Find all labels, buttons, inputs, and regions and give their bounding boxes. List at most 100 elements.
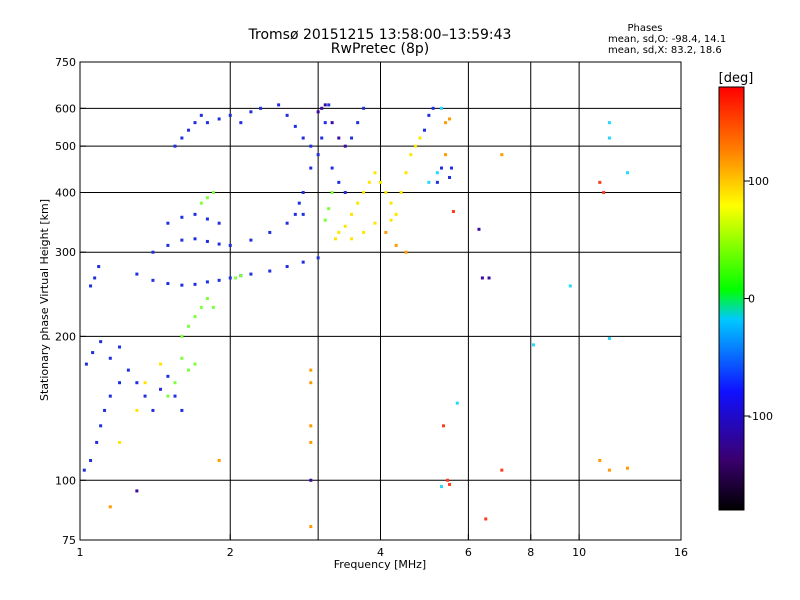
- data-point-series-0: [301, 190, 305, 194]
- data-point-series-0: [301, 212, 305, 216]
- data-point-series-4: [442, 424, 446, 428]
- data-point-series-0: [84, 362, 88, 366]
- y-tick-label: 200: [55, 330, 76, 343]
- data-point-series-0: [277, 103, 281, 107]
- data-point-series-0: [316, 256, 320, 260]
- data-point-series-0: [301, 260, 305, 264]
- data-point-series-0: [93, 276, 97, 280]
- data-point-series-0: [330, 166, 334, 170]
- data-point-series-1: [404, 171, 408, 175]
- data-point-series-0: [228, 276, 232, 280]
- y-tick-label: 750: [55, 56, 76, 69]
- data-point-series-0: [97, 265, 101, 269]
- grid-lines: [80, 62, 681, 540]
- data-point-series-0: [193, 282, 197, 286]
- data-point-series-5: [444, 153, 448, 157]
- legend-line-o: mean, sd,O: -98.4, 14.1: [608, 34, 726, 45]
- data-point-series-3: [330, 121, 334, 125]
- data-point-series-0: [108, 356, 112, 360]
- data-point-series-4: [451, 210, 455, 214]
- data-point-series-2: [180, 334, 184, 338]
- data-point-series-1: [379, 180, 382, 184]
- data-point-series-2: [180, 356, 184, 360]
- data-point-series-0: [205, 280, 209, 284]
- data-point-series-1: [399, 190, 403, 194]
- data-point-series-6: [435, 171, 439, 175]
- data-point-series-2: [199, 305, 203, 309]
- data-point-series-4: [602, 190, 606, 194]
- data-point-series-3: [487, 276, 491, 280]
- data-point-series-0: [309, 166, 313, 170]
- x-tick-label: 6: [465, 546, 472, 559]
- data-point-series-6: [440, 485, 444, 489]
- data-point-series-0: [301, 136, 305, 140]
- colorbar-tick-label: 100: [748, 175, 769, 188]
- data-point-series-1: [389, 218, 393, 222]
- data-point-series-1: [367, 180, 371, 184]
- data-point-series-0: [320, 136, 324, 140]
- y-tick-label: 300: [55, 246, 76, 259]
- data-point-series-6: [455, 401, 459, 405]
- data-point-series-2: [166, 394, 170, 398]
- data-point-series-0: [449, 166, 453, 170]
- data-point-series-0: [151, 278, 155, 282]
- colorbar-ticks: 100 0 -100: [744, 175, 773, 423]
- data-point-series-0: [95, 440, 99, 444]
- y-tick-label: 500: [55, 140, 76, 153]
- data-point-series-2: [239, 274, 243, 278]
- colorbar-tick-label: 0: [748, 293, 755, 306]
- data-point-series-0: [440, 166, 444, 170]
- data-point-series-2: [187, 368, 191, 372]
- data-point-series-0: [356, 121, 360, 125]
- chart-subtitle: RwPretec (8p): [331, 41, 429, 57]
- data-point-series-0: [180, 283, 184, 287]
- data-point-series-3: [316, 110, 320, 114]
- data-point-series-2: [205, 297, 209, 301]
- data-point-series-5: [448, 117, 452, 121]
- data-point-series-3: [477, 227, 481, 231]
- data-point-series-5: [217, 458, 221, 462]
- data-point-series-0: [99, 424, 103, 428]
- data-point-series-0: [293, 124, 297, 128]
- data-point-series-0: [427, 113, 431, 117]
- data-point-series-6: [625, 171, 629, 175]
- data-point-series-6: [607, 136, 611, 140]
- data-point-series-0: [166, 282, 170, 286]
- data-point-series-1: [384, 190, 388, 194]
- data-point-series-1: [394, 212, 398, 216]
- data-point-series-5: [404, 250, 408, 254]
- data-point-series-0: [187, 128, 191, 132]
- x-tick-label: 8: [527, 546, 534, 559]
- data-point-series-3: [343, 144, 347, 148]
- data-point-series-0: [166, 374, 170, 378]
- data-point-series-0: [89, 458, 93, 462]
- data-point-series-1: [373, 171, 377, 175]
- data-point-series-0: [268, 269, 272, 273]
- data-point-series-2: [323, 218, 327, 222]
- data-point-series-1: [159, 362, 163, 366]
- data-point-series-1: [118, 440, 122, 444]
- data-point-series-0: [285, 113, 289, 117]
- data-point-series-0: [91, 351, 95, 355]
- data-point-series-3: [480, 276, 484, 280]
- data-point-series-0: [180, 215, 184, 219]
- data-point-series-0: [448, 175, 452, 179]
- data-point-series-0: [239, 121, 243, 125]
- data-point-series-6: [427, 180, 431, 184]
- data-point-series-0: [199, 113, 203, 117]
- y-tick-label: 75: [62, 534, 76, 547]
- data-point-series-5: [108, 505, 112, 509]
- colorbar: [718, 86, 745, 511]
- data-point-series-0: [99, 340, 103, 344]
- data-point-series-0: [249, 110, 253, 114]
- data-point-series-4: [500, 468, 504, 472]
- data-point-series-1: [389, 201, 393, 205]
- data-point-series-6: [607, 121, 611, 125]
- data-point-series-2: [327, 207, 331, 211]
- data-point-series-2: [199, 201, 203, 205]
- data-point-series-5: [309, 525, 313, 529]
- data-point-series-0: [309, 144, 313, 148]
- x-tick-label: 2: [227, 546, 234, 559]
- data-point-series-3: [320, 106, 324, 110]
